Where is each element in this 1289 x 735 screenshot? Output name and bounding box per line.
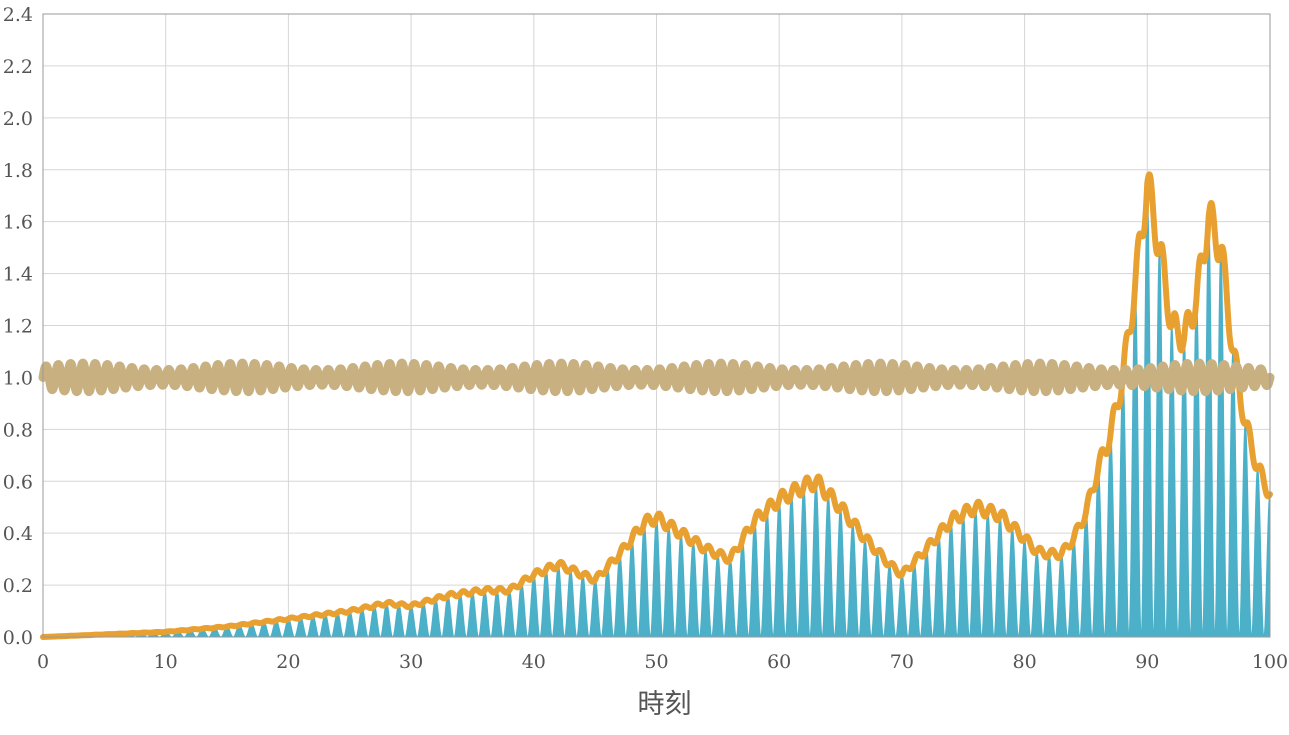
x-tick-label: 40 xyxy=(522,651,546,673)
y-tick-label: 2.4 xyxy=(3,4,33,26)
plot-frame xyxy=(42,13,1271,638)
y-axis-ticks: 0.0 0.2 0.4 0.6 0.8 1.0 1.2 1.4 1.6 1.8 2.0 2.2 2.4 xyxy=(3,4,33,649)
y-tick-label: 0.8 xyxy=(3,419,33,441)
y-tick-label: 0.2 xyxy=(3,575,33,597)
x-tick-label: 80 xyxy=(1013,651,1037,673)
series-oscillating-band xyxy=(38,358,1275,397)
x-tick-label: 10 xyxy=(154,651,178,673)
x-tick-label: 50 xyxy=(644,651,668,673)
y-tick-label: 0.0 xyxy=(3,627,33,649)
series-envelope-line xyxy=(40,171,1273,640)
y-tick-label: 1.6 xyxy=(3,212,33,234)
y-tick-label: 1.0 xyxy=(3,367,33,389)
y-tick-label: 0.6 xyxy=(3,471,33,493)
y-tick-label: 2.0 xyxy=(3,108,33,130)
y-tick-label: 1.2 xyxy=(3,316,33,338)
y-tick-label: 1.4 xyxy=(3,264,33,286)
x-tick-label: 0 xyxy=(37,651,49,673)
x-axis-title: 時刻 xyxy=(638,689,692,720)
x-tick-label: 70 xyxy=(890,651,914,673)
y-tick-label: 2.2 xyxy=(3,56,33,78)
series-line-layer xyxy=(38,171,1275,640)
x-tick-label: 90 xyxy=(1135,651,1159,673)
y-tick-label: 0.4 xyxy=(3,523,33,545)
x-axis-ticks: 0 10 20 30 40 50 60 70 80 90 100 xyxy=(37,651,1288,673)
x-tick-label: 100 xyxy=(1252,651,1288,673)
x-tick-label: 30 xyxy=(399,651,423,673)
y-tick-label: 1.8 xyxy=(3,160,33,182)
x-tick-label: 20 xyxy=(276,651,300,673)
x-tick-label: 60 xyxy=(767,651,791,673)
